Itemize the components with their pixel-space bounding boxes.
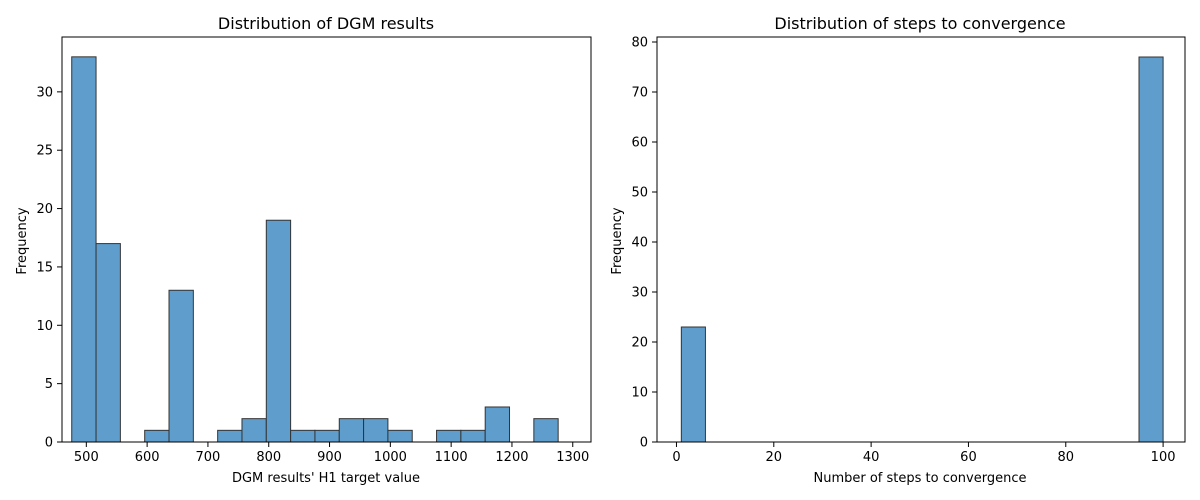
y-tick-label: 40 (631, 236, 648, 251)
histogram-bar (484, 406, 511, 443)
bars (680, 56, 1164, 443)
histogram-bar (217, 429, 243, 443)
x-tick-label: 80 (1058, 450, 1075, 465)
y-tick-label: 10 (36, 319, 53, 334)
y-tick-label: 10 (631, 386, 648, 401)
y-tick-label: 20 (631, 336, 648, 351)
histogram-bar (436, 429, 462, 443)
x-tick-label: 40 (863, 450, 880, 465)
histogram-bar (363, 418, 389, 443)
x-tick-label: 500 (74, 450, 99, 465)
histogram-bar (680, 326, 706, 443)
x-axis-label: DGM results' H1 target value (232, 471, 420, 486)
x-tick-label: 1300 (556, 450, 589, 465)
x-tick-label: 0 (672, 450, 680, 465)
y-tick-label: 30 (631, 286, 648, 301)
bars (71, 56, 559, 443)
y-tick-label: 80 (631, 36, 648, 51)
histogram-bar (71, 56, 97, 443)
x-tick-label: 60 (960, 450, 977, 465)
x-tick-label: 1000 (374, 450, 407, 465)
y-tick-label: 25 (36, 144, 53, 159)
y-tick-label: 0 (45, 436, 53, 451)
histogram-bar (168, 289, 194, 443)
chart-title: Distribution of steps to convergence (774, 14, 1065, 33)
x-axis-label: Number of steps to convergence (813, 471, 1026, 486)
x-ticks: 500 600 700 800 900 1000 1100 1200 1300 (74, 442, 589, 465)
y-ticks: 0 10 20 30 40 50 60 70 80 (631, 36, 657, 451)
y-tick-label: 0 (640, 436, 648, 451)
histogram-bar (387, 429, 413, 443)
y-tick-label: 5 (45, 377, 53, 392)
y-axis-label: Frequency (15, 207, 30, 274)
x-tick-label: 20 (766, 450, 783, 465)
y-ticks: 0 5 10 15 20 25 30 (36, 85, 62, 451)
y-tick-label: 50 (631, 186, 648, 201)
chart-steps-to-convergence: Distribution of steps to convergence Num… (610, 14, 1186, 486)
y-tick-label: 70 (631, 86, 648, 101)
histogram-bar (533, 418, 559, 443)
histogram-bar (460, 429, 486, 443)
plot-frame (61, 36, 592, 443)
plot-frame (656, 36, 1186, 443)
y-axis-label: Frequency (610, 207, 625, 274)
y-tick-label: 20 (36, 202, 53, 217)
histogram-bar (241, 418, 267, 443)
histogram-bar (95, 243, 121, 443)
x-tick-label: 900 (317, 450, 342, 465)
x-ticks: 0 20 40 60 80 100 (672, 442, 1176, 465)
chart-title: Distribution of DGM results (218, 14, 434, 33)
chart-dgm-results: Distribution of DGM results DGM results'… (15, 14, 592, 486)
y-tick-label: 30 (36, 85, 53, 100)
x-tick-label: 600 (135, 450, 160, 465)
histogram-bar (290, 429, 316, 443)
histogram-bar (338, 418, 365, 443)
histogram-bar (265, 219, 292, 443)
x-tick-label: 1200 (495, 450, 528, 465)
histogram-bar (144, 429, 170, 443)
histogram-bar (314, 429, 340, 443)
histogram-bar (1138, 56, 1164, 443)
x-tick-label: 800 (256, 450, 281, 465)
y-tick-label: 60 (631, 136, 648, 151)
x-tick-label: 1100 (435, 450, 468, 465)
x-tick-label: 700 (196, 450, 221, 465)
y-tick-label: 15 (36, 260, 53, 275)
x-tick-label: 100 (1151, 450, 1176, 465)
